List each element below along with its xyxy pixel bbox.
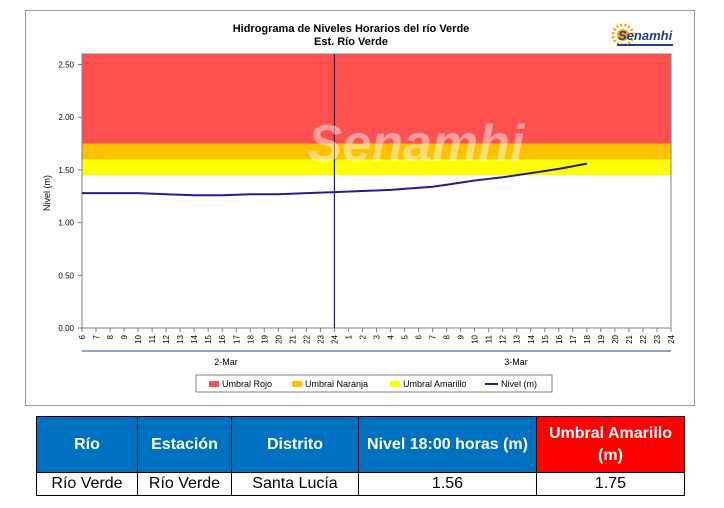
y-tick-label: 1.00 bbox=[58, 219, 74, 228]
x-tick-label: 11 bbox=[148, 334, 157, 343]
legend-label-amarillo: Umbral Amarillo bbox=[403, 379, 467, 389]
x-tick-label: 7 bbox=[92, 334, 101, 339]
cell-rio: Río Verde bbox=[36, 472, 138, 496]
x-tick-label: 14 bbox=[527, 334, 536, 343]
legend-swatch-amarillo bbox=[390, 381, 400, 387]
x-tick-label: 11 bbox=[485, 334, 494, 343]
legend-label-naranja: Umbral Naranja bbox=[305, 379, 368, 389]
x-tick-label: 20 bbox=[274, 334, 283, 343]
sun-icon bbox=[611, 23, 635, 47]
threshold-band-1 bbox=[82, 143, 671, 160]
x-tick-label: 21 bbox=[625, 334, 634, 343]
x-tick-label: 10 bbox=[134, 334, 143, 343]
table-header-row: Río Estación Distrito Nivel 18:00 horas … bbox=[36, 416, 685, 473]
logo-text: Senamhi bbox=[618, 28, 673, 43]
x-tick-label: 22 bbox=[302, 334, 311, 343]
table-row: Río Verde Río Verde Santa Lucía 1.56 1.7… bbox=[36, 472, 685, 496]
x-tick-label: 13 bbox=[513, 334, 522, 343]
x-tick-label: 14 bbox=[190, 334, 199, 343]
y-axis-label: Nivel (m) bbox=[42, 175, 52, 211]
x-tick-label: 8 bbox=[106, 334, 115, 339]
x-tick-label: 16 bbox=[218, 334, 227, 343]
x-tick-label: 9 bbox=[457, 334, 466, 339]
x-tick-label: 18 bbox=[583, 334, 592, 343]
x-tick-label: 2 bbox=[358, 334, 367, 339]
x-tick-label: 4 bbox=[387, 334, 396, 339]
y-tick-label: 0.00 bbox=[58, 324, 74, 333]
senamhi-logo: Senamhi bbox=[611, 23, 673, 47]
x-tick-label: 23 bbox=[316, 334, 325, 343]
legend: Umbral Rojo Umbral Naranja Umbral Amaril… bbox=[195, 374, 553, 393]
x-tick-label: 1 bbox=[344, 334, 353, 339]
header-nivel: Nivel 18:00 horas (m) bbox=[358, 416, 537, 473]
header-rio: Río bbox=[36, 416, 138, 473]
cell-distrito: Santa Lucía bbox=[231, 472, 359, 496]
x-tick-label: 21 bbox=[288, 334, 297, 343]
legend-swatch-rojo bbox=[209, 381, 219, 387]
x-tick-label: 18 bbox=[246, 334, 255, 343]
y-tick-label: 2.50 bbox=[58, 61, 74, 70]
day-label-1: 2-Mar bbox=[214, 357, 238, 367]
day-label-2: 3-Mar bbox=[504, 357, 528, 367]
x-tick-label: 6 bbox=[415, 334, 424, 339]
series-line-nivel bbox=[82, 162, 588, 197]
x-tick-label: 17 bbox=[569, 334, 578, 343]
x-tick-label: 15 bbox=[541, 334, 550, 343]
y-tick-label: 2.00 bbox=[58, 113, 74, 122]
header-umbral-amarillo: Umbral Amarillo (m) bbox=[536, 416, 685, 473]
cell-nivel: 1.56 bbox=[358, 472, 537, 496]
x-tick-label: 16 bbox=[555, 334, 564, 343]
x-tick-label: 13 bbox=[176, 334, 185, 343]
chart-canvas: Hidrograma de Niveles Horarios del río V… bbox=[42, 23, 676, 393]
station-table: Río Estación Distrito Nivel 18:00 horas … bbox=[36, 416, 685, 496]
cell-estacion: Río Verde bbox=[137, 472, 232, 496]
x-tick-label: 15 bbox=[204, 334, 213, 343]
cell-umbral-amarillo: 1.75 bbox=[536, 472, 685, 496]
x-tick-label: 23 bbox=[653, 334, 662, 343]
x-tick-label: 24 bbox=[330, 334, 339, 343]
watermark: Senamhi bbox=[308, 115, 526, 173]
x-tick-label: 20 bbox=[611, 334, 620, 343]
x-tick-label: 7 bbox=[429, 334, 438, 339]
x-tick-label: 6 bbox=[78, 334, 87, 339]
x-tick-label: 8 bbox=[443, 334, 452, 339]
legend-swatch-naranja bbox=[292, 381, 302, 387]
x-tick-label: 17 bbox=[232, 334, 241, 343]
y-tick-label: 1.50 bbox=[58, 166, 74, 175]
threshold-band-0 bbox=[82, 54, 671, 144]
header-distrito: Distrito bbox=[231, 416, 359, 473]
hydrograph-chart: Hidrograma de Niveles Horarios del río V… bbox=[25, 10, 695, 406]
y-tick-label: 0.50 bbox=[58, 271, 74, 280]
x-tick-label: 9 bbox=[120, 334, 129, 339]
threshold-band-2 bbox=[82, 159, 671, 176]
plot-area: 0.000.501.001.502.002.506 7 8 9 10 11 12 13 14 15… bbox=[58, 53, 676, 352]
header-estacion: Estación bbox=[137, 416, 232, 473]
x-tick-label: 12 bbox=[499, 334, 508, 343]
x-tick-label: 5 bbox=[401, 334, 410, 339]
legend-label-nivel: Nivel (m) bbox=[501, 379, 537, 389]
legend-label-rojo: Umbral Rojo bbox=[222, 379, 272, 389]
chart-subtitle: Est. Río Verde bbox=[314, 36, 388, 48]
x-tick-label: 19 bbox=[260, 334, 269, 343]
x-tick-label: 19 bbox=[597, 334, 606, 343]
x-tick-label: 22 bbox=[639, 334, 648, 343]
x-tick-label: 10 bbox=[471, 334, 480, 343]
x-tick-label: 12 bbox=[162, 334, 171, 343]
x-tick-label: 24 bbox=[667, 334, 676, 343]
chart-title: Hidrograma de Niveles Horarios del río V… bbox=[233, 23, 470, 35]
x-tick-label: 3 bbox=[373, 334, 382, 339]
